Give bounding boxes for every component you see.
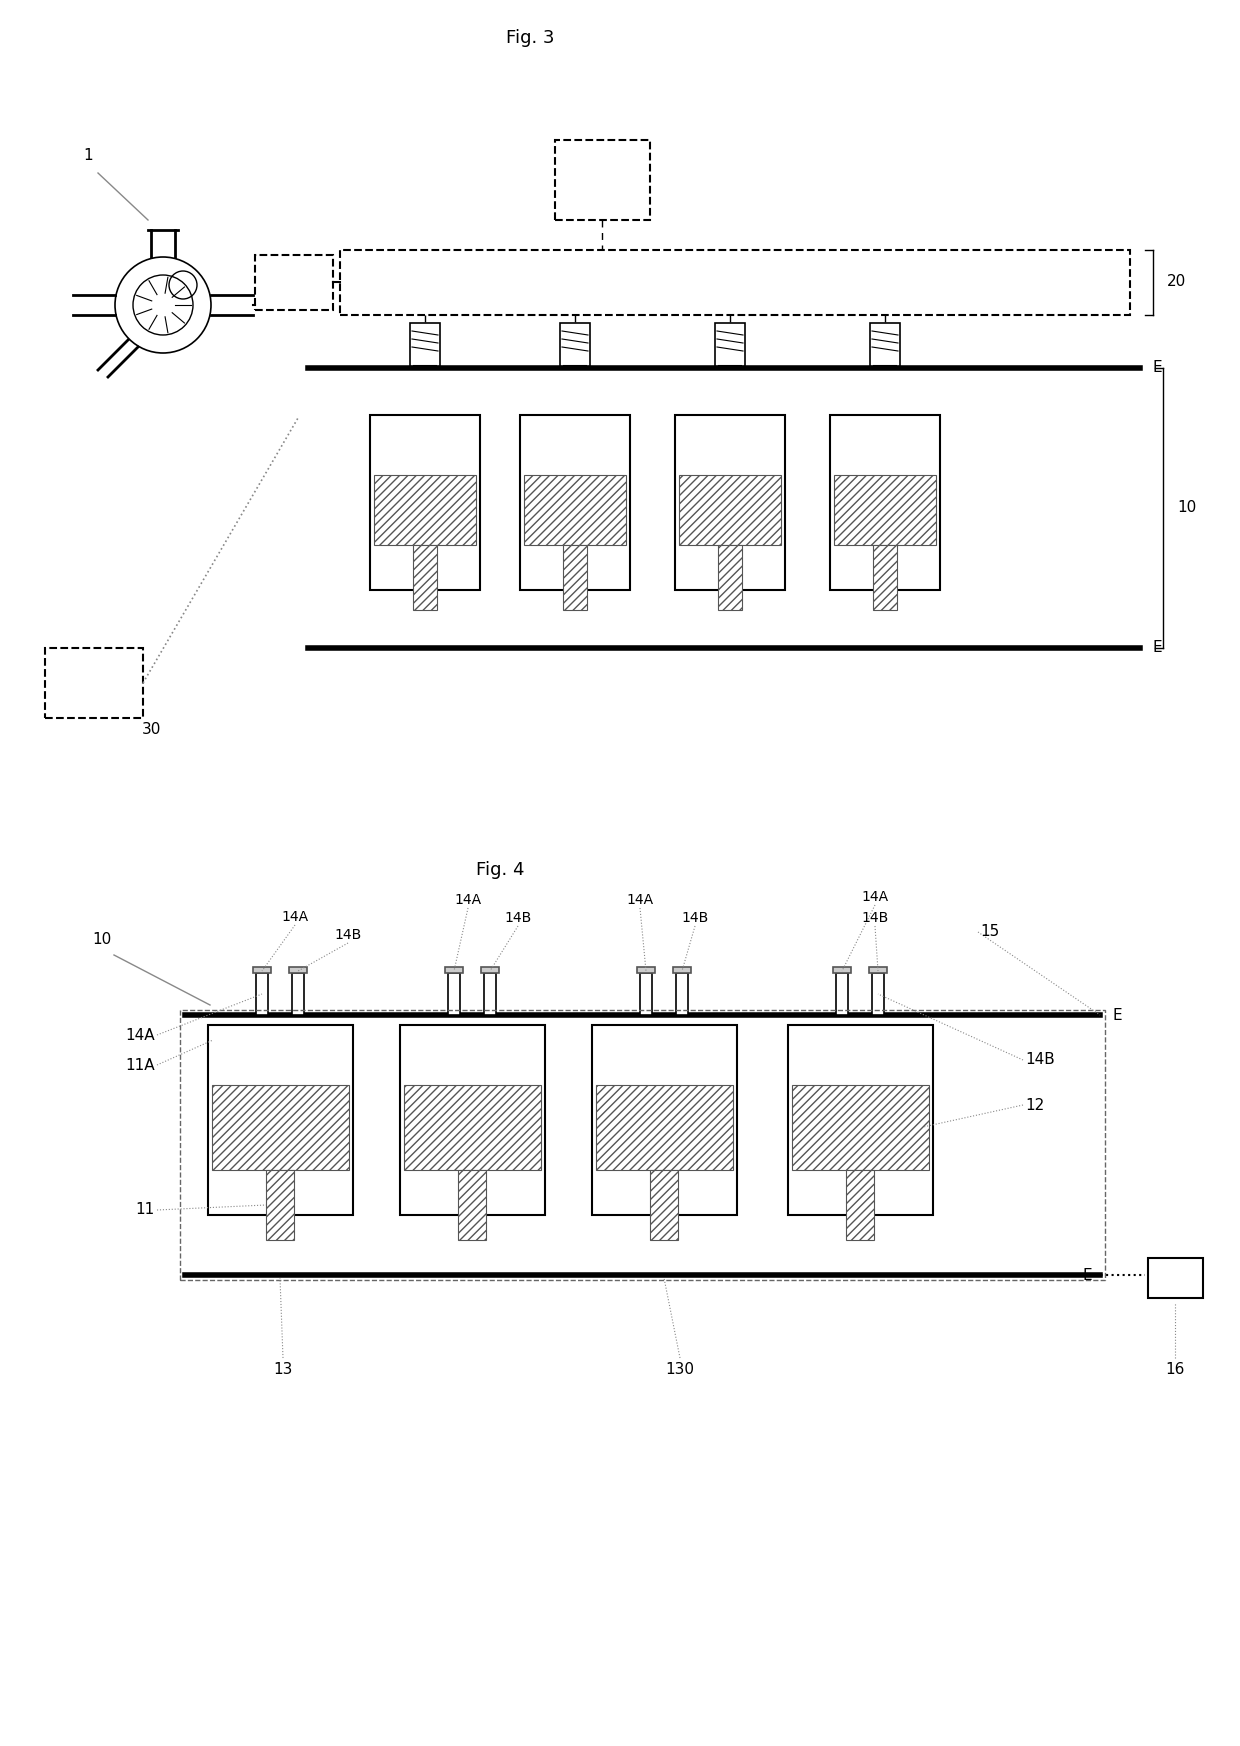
Text: 14B: 14B [505,911,532,925]
Text: Fig. 4: Fig. 4 [476,861,525,878]
Bar [718,545,742,609]
Bar [560,323,590,367]
Text: 14A: 14A [281,910,309,924]
Bar [1148,1259,1203,1297]
Bar [291,973,304,1014]
Bar [374,475,476,545]
Bar [255,255,334,311]
Text: 14B: 14B [862,911,889,925]
Bar [253,967,272,973]
Text: 14B: 14B [335,929,362,943]
Text: 11: 11 [135,1203,155,1217]
Bar [289,967,308,973]
Bar [787,1025,932,1215]
Bar [448,973,460,1014]
Bar [208,1025,353,1215]
Bar [835,475,936,545]
Bar [401,1025,546,1215]
Bar [715,323,745,367]
Bar [404,1084,541,1170]
Bar [836,973,848,1014]
Bar [481,967,498,973]
Text: 14A: 14A [454,892,481,906]
Text: 11A: 11A [125,1058,155,1072]
Bar [873,545,897,609]
Text: 16: 16 [1166,1362,1184,1378]
Bar [212,1084,348,1170]
Bar [680,475,781,545]
Text: E: E [1152,641,1162,655]
Bar [180,1009,1105,1280]
Text: 30: 30 [143,723,161,737]
Bar [370,416,480,590]
Bar [637,967,655,973]
Bar [596,1084,733,1170]
Bar [673,967,691,973]
Text: 130: 130 [666,1362,694,1378]
Text: 20: 20 [1167,274,1187,290]
Text: 10: 10 [1177,501,1197,515]
Bar [872,973,884,1014]
Bar [563,545,587,609]
Bar [650,1170,678,1240]
Bar [830,416,940,590]
Text: E: E [1083,1268,1091,1283]
Text: E: E [1112,1007,1122,1023]
Text: 1: 1 [83,147,93,162]
Text: Fig. 3: Fig. 3 [506,30,554,47]
Text: 14A: 14A [626,892,653,906]
Bar [525,475,626,545]
Bar [255,973,268,1014]
Bar [445,967,463,973]
Bar [484,973,496,1014]
Text: 10: 10 [92,932,112,948]
Bar [267,1170,294,1240]
Text: 14A: 14A [125,1027,155,1042]
Bar [792,1084,929,1170]
Text: 15: 15 [980,924,999,939]
Bar [413,545,436,609]
Bar [833,967,851,973]
Bar [45,648,143,718]
Text: 14A: 14A [862,890,889,904]
Text: 14B: 14B [1025,1053,1055,1067]
Bar [458,1170,486,1240]
Text: 13: 13 [273,1362,293,1378]
Bar [640,973,652,1014]
Bar [410,323,440,367]
Bar [556,140,650,220]
Bar [675,416,785,590]
Bar [520,416,630,590]
Text: 14B: 14B [681,911,708,925]
Text: 12: 12 [1025,1098,1044,1112]
Bar [340,250,1130,314]
Bar [869,967,887,973]
Bar [846,1170,874,1240]
Bar [870,323,900,367]
Text: E: E [1152,360,1162,375]
Bar [591,1025,737,1215]
Bar [676,973,688,1014]
